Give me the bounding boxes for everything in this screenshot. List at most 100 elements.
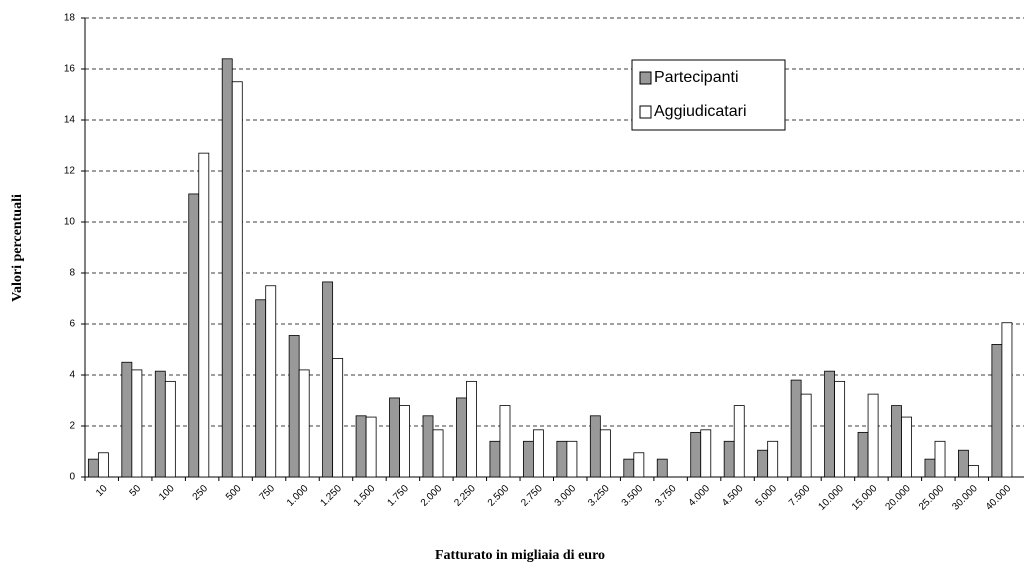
- bar: [757, 449, 769, 478]
- x-tick-label: 4.000: [687, 483, 713, 509]
- bar: [432, 429, 444, 478]
- bar: [399, 405, 411, 478]
- x-axis-title: Fatturato in migliaia di euro: [435, 548, 605, 563]
- x-tick-label: 1.750: [385, 483, 411, 509]
- x-tick-label: 2.500: [486, 483, 512, 509]
- bar: [332, 358, 344, 478]
- bar: [556, 440, 568, 478]
- bar: [723, 440, 735, 478]
- bar: [968, 465, 979, 478]
- bar: [466, 380, 477, 478]
- bar: [499, 405, 511, 478]
- bar: [901, 416, 912, 478]
- bar: [891, 405, 902, 478]
- y-tick-label: 14: [64, 115, 76, 126]
- x-tick-label: 100: [157, 483, 177, 503]
- x-tick-label: 2.750: [519, 483, 545, 509]
- bar: [198, 152, 210, 478]
- x-tick-label: 3.250: [586, 483, 612, 509]
- x-tick-label: 10: [94, 483, 110, 499]
- y-tick-label: 18: [64, 13, 76, 24]
- bar: [522, 440, 534, 478]
- x-tick-label: 40.000: [984, 483, 1014, 513]
- bar: [164, 380, 176, 478]
- x-tick-label: 30.000: [950, 483, 980, 513]
- y-tick-label: 10: [64, 217, 76, 228]
- bar: [298, 369, 310, 478]
- bar: [154, 370, 166, 478]
- bar: [958, 449, 969, 478]
- legend-label: Partecipanti: [654, 69, 739, 86]
- x-tick-label: 500: [224, 483, 244, 503]
- bar: [533, 429, 544, 478]
- x-tick-label: 1.000: [285, 483, 311, 509]
- x-tick-label: 2.250: [452, 483, 478, 509]
- y-tick-label: 16: [64, 64, 76, 75]
- x-tick-label: 50: [128, 483, 144, 499]
- x-tick-label: 3.500: [620, 483, 646, 509]
- bar: [834, 380, 846, 478]
- bar: [589, 415, 601, 478]
- bar: [767, 440, 779, 478]
- x-tick-label: 7.500: [787, 483, 813, 509]
- bar: [599, 429, 611, 478]
- y-tick-label: 2: [69, 421, 75, 432]
- y-tick-label: 8: [69, 268, 75, 279]
- bar: [131, 369, 143, 478]
- bar: [288, 335, 300, 478]
- bar: [690, 431, 702, 478]
- x-tick-label: 1.250: [318, 483, 344, 509]
- y-tick-label: 4: [69, 370, 75, 381]
- bar: [255, 299, 267, 478]
- bar: [790, 379, 802, 478]
- x-tick-label: 4.500: [720, 483, 746, 509]
- bar: [188, 193, 200, 478]
- x-tick-label: 1.500: [352, 483, 378, 509]
- x-tick-label: 750: [257, 483, 277, 503]
- bar: [566, 440, 578, 478]
- x-tick-label: 10.000: [817, 483, 847, 513]
- bar: [857, 431, 869, 478]
- bar: [456, 397, 467, 478]
- bar: [422, 415, 434, 478]
- bar: [221, 58, 233, 478]
- y-axis-title: Valori percentuali: [10, 194, 25, 302]
- bar: [97, 452, 109, 478]
- y-tick-label: 6: [69, 319, 75, 330]
- bar: [1001, 322, 1013, 478]
- bar: [733, 405, 745, 478]
- bar: [867, 393, 879, 478]
- bar: [121, 361, 133, 478]
- x-tick-label: 25.000: [917, 483, 947, 513]
- x-tick-label: 3.000: [553, 483, 579, 509]
- bar: [633, 452, 645, 478]
- x-tick-label: 3.750: [653, 483, 679, 509]
- bar: [87, 458, 99, 478]
- y-tick-label: 12: [64, 166, 76, 177]
- bar: [991, 343, 1003, 478]
- bar: [700, 429, 712, 478]
- x-tick-label: 250: [191, 483, 211, 503]
- bar: [934, 440, 946, 478]
- bar: [265, 285, 277, 478]
- x-tick-label: 15.000: [850, 483, 880, 513]
- x-tick-label: 5.000: [754, 483, 780, 509]
- bar: [365, 416, 377, 478]
- bar: [824, 370, 836, 478]
- bar: [800, 393, 812, 478]
- legend-box: [631, 59, 786, 131]
- bar: [355, 415, 367, 478]
- bar: [389, 397, 400, 478]
- legend-swatch: [639, 105, 652, 119]
- bar: [322, 281, 334, 478]
- bar: [656, 458, 668, 478]
- legend-swatch: [639, 71, 652, 85]
- bar: [489, 440, 501, 478]
- x-tick-label: 20.000: [883, 483, 913, 513]
- bar: [924, 458, 936, 478]
- bar: [231, 81, 243, 478]
- legend-label: Aggiudicatari: [654, 103, 747, 120]
- y-tick-label: 0: [69, 472, 75, 483]
- bar: [623, 458, 635, 478]
